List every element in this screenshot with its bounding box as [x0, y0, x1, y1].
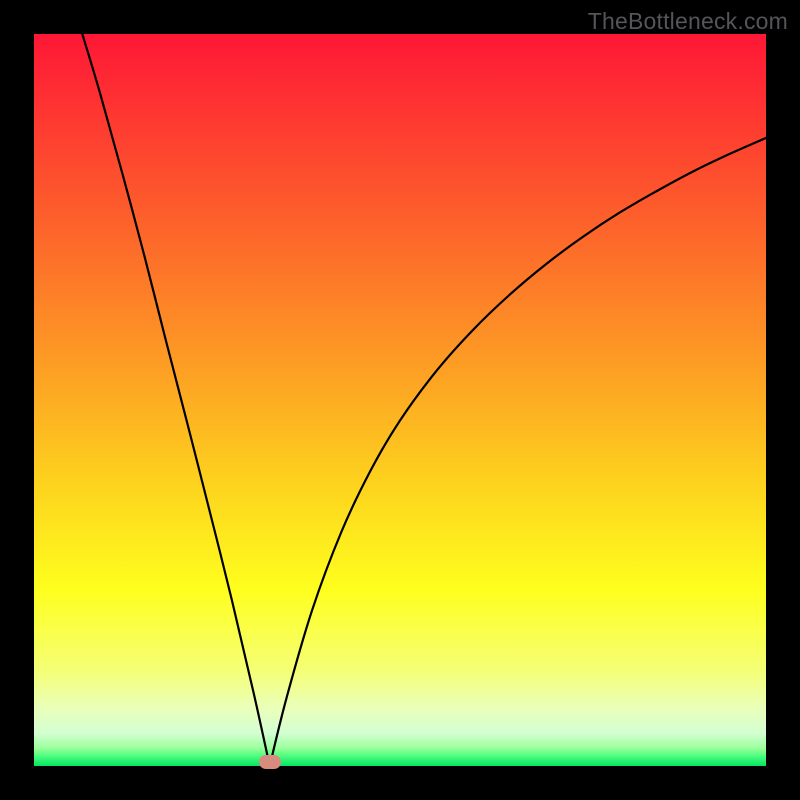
watermark-text: TheBottleneck.com [588, 8, 788, 35]
plot-area [34, 34, 766, 766]
bottleneck-curve [34, 34, 766, 766]
minimum-marker [259, 755, 281, 769]
chart-frame: TheBottleneck.com [0, 0, 800, 800]
